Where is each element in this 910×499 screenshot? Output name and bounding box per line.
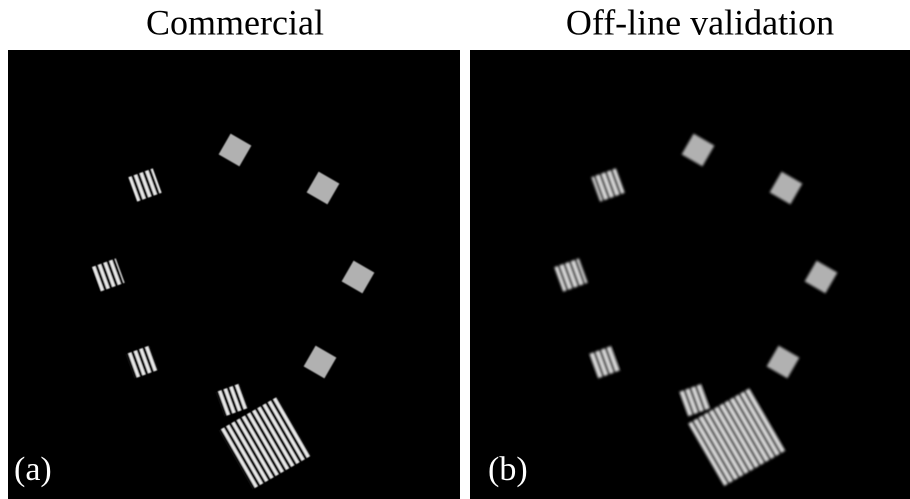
panel-title: Commercial — [146, 2, 324, 42]
panel-label: (b) — [488, 451, 528, 488]
figure: Commercial Off-line validation (a) (b) — [0, 0, 910, 499]
panel-label: (a) — [14, 451, 52, 488]
panel-b-image — [470, 50, 910, 499]
panel-title: Off-line validation — [566, 2, 834, 42]
